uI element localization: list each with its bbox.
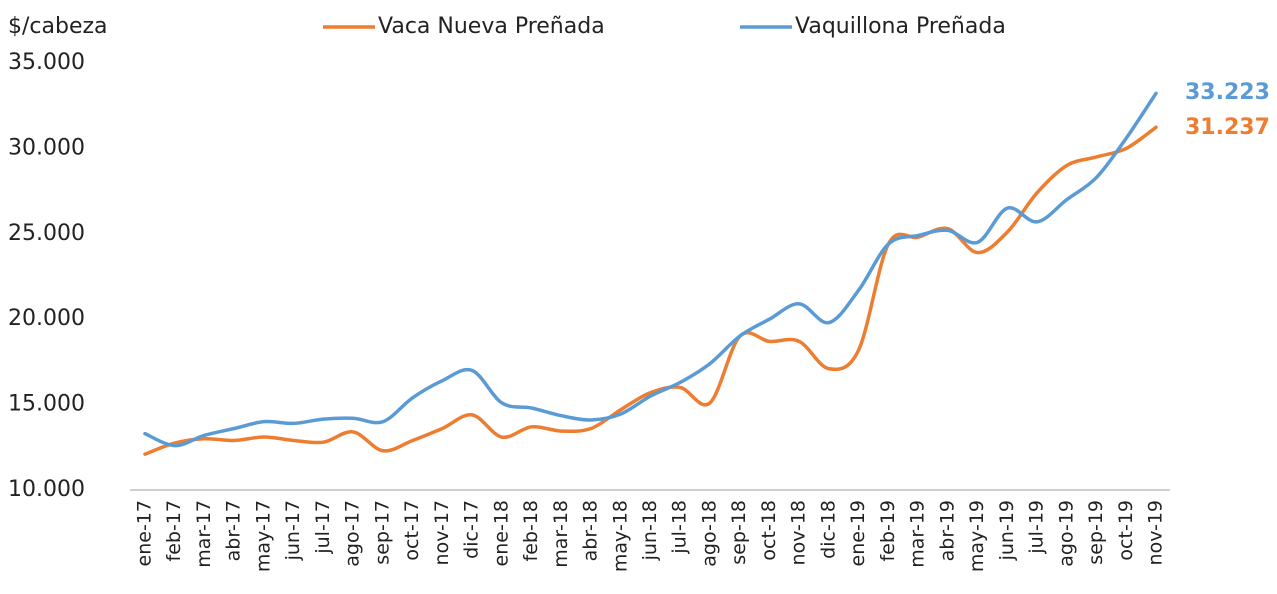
x-tick-label: jun-19 xyxy=(996,500,1018,561)
x-tick-label: may-18 xyxy=(609,500,631,572)
x-tick-label: ene-19 xyxy=(847,500,869,566)
y-tick-label: 20.000 xyxy=(8,306,85,331)
y-tick-label: 35.000 xyxy=(8,50,85,75)
y-tick-label: 10.000 xyxy=(8,477,85,502)
line-series xyxy=(143,125,1158,456)
x-tick-label: nov-18 xyxy=(788,500,810,565)
x-tick-label: jul-17 xyxy=(312,500,334,555)
x-tick-label: abr-17 xyxy=(223,500,245,561)
legend-label: Vaquillona Preñada xyxy=(795,14,1006,39)
x-tick-label: jul-19 xyxy=(1026,500,1048,555)
x-tick-label: ene-18 xyxy=(490,500,512,566)
x-tick-label: nov-17 xyxy=(431,500,453,565)
x-tick-label: oct-18 xyxy=(758,500,780,561)
x-tick-label: oct-17 xyxy=(401,500,423,561)
x-tick-label: sep-18 xyxy=(728,500,750,565)
x-tick-label: ene-17 xyxy=(134,500,156,566)
y-tick-label: 25.000 xyxy=(8,221,85,246)
x-tick-label: ago-18 xyxy=(698,500,720,567)
x-tick-label: mar-17 xyxy=(193,500,215,568)
x-tick-label: nov-19 xyxy=(1145,500,1167,565)
x-tick-label: abr-18 xyxy=(580,500,602,561)
x-tick-label: may-17 xyxy=(252,500,274,572)
x-tick-label: feb-18 xyxy=(520,500,542,561)
y-axis-label: $/cabeza xyxy=(8,14,108,39)
value-label: 33.223 xyxy=(1185,80,1270,105)
x-tick-label: feb-17 xyxy=(163,500,185,561)
x-tick-label: mar-19 xyxy=(907,500,929,568)
x-tick-label: oct-19 xyxy=(1115,500,1137,561)
x-tick-label: sep-17 xyxy=(371,500,393,565)
x-tick-label: may-19 xyxy=(966,500,988,572)
y-tick-label: 15.000 xyxy=(8,392,85,417)
x-tick-label: sep-19 xyxy=(1085,500,1107,565)
legend-label: Vaca Nueva Preñada xyxy=(378,14,605,39)
x-tick-label: ago-19 xyxy=(1055,500,1077,567)
line-series xyxy=(143,91,1158,448)
x-tick-label: feb-19 xyxy=(877,500,899,561)
x-tick-label: ago-17 xyxy=(342,500,364,567)
x-tick-label: mar-18 xyxy=(550,500,572,568)
x-tick-label: jun-18 xyxy=(639,500,661,561)
x-tick-label: dic-17 xyxy=(461,500,483,559)
value-label: 31.237 xyxy=(1185,115,1270,140)
x-tick-label: abr-19 xyxy=(936,500,958,561)
x-tick-label: jun-17 xyxy=(282,500,304,561)
x-tick-label: dic-18 xyxy=(817,500,839,559)
y-tick-label: 30.000 xyxy=(8,135,85,160)
x-tick-label: jul-18 xyxy=(669,500,691,555)
